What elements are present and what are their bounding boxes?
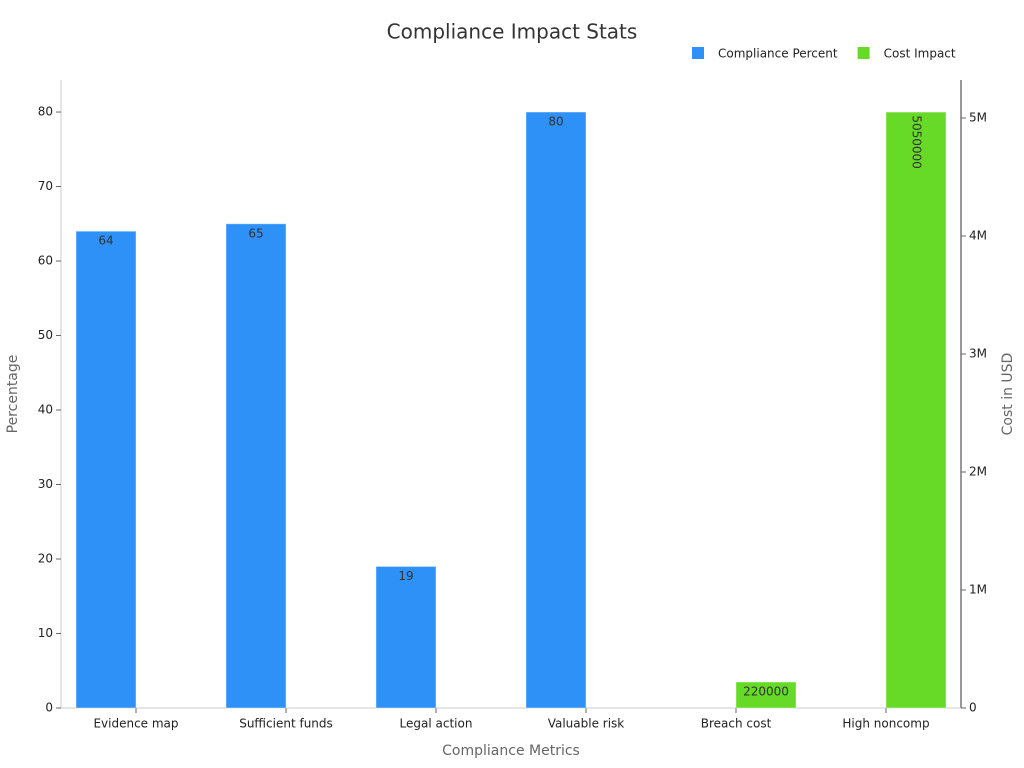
y2-tick-label: 5M [969,110,987,124]
data-label: 65 [248,226,263,240]
y-tick-label: 60 [38,254,53,268]
bar [525,111,587,709]
y2-tick-label: 3M [969,346,987,360]
y-tick-label: 40 [38,403,53,417]
y-tick-label: 0 [45,701,53,715]
chart-title: Compliance Impact Stats [387,20,638,44]
legend-swatch [692,47,704,59]
y2-axis-title: Cost in USD [1000,353,1016,436]
y-tick-label: 50 [38,328,53,342]
bar [375,565,437,709]
data-label: 64 [98,234,113,248]
x-tick-label: Breach cost [701,717,772,731]
legend-label: Cost Impact [884,47,956,61]
y-tick-label: 20 [38,552,53,566]
y-tick-label: 10 [38,626,53,640]
y-tick-label: 80 [38,105,53,119]
y2-tick-label: 1M [969,582,987,596]
y-tick-label: 70 [38,179,53,193]
bar [885,111,947,709]
x-tick-label: High noncomp [842,717,929,731]
x-tick-label: Legal action [400,717,473,731]
y2-tick-label: 0 [969,701,977,715]
x-axis-title: Compliance Metrics [442,743,580,759]
bar [225,223,287,709]
data-label: 19 [398,569,413,583]
data-label: 220000 [743,685,789,699]
data-label: 5050000 [910,115,924,168]
y-axis-title: Percentage [5,355,21,434]
legend-swatch [857,47,870,59]
y2-tick-label: 4M [969,228,987,242]
x-tick-label: Valuable risk [548,717,625,731]
bar [735,681,797,709]
x-tick-label: Evidence map [93,717,178,731]
x-tick-label: Sufficient funds [239,717,333,731]
y2-tick-label: 2M [969,464,987,478]
y-tick-label: 30 [38,477,53,491]
data-label: 80 [548,115,563,129]
legend-label: Compliance Percent [718,47,838,61]
bar [75,230,137,709]
